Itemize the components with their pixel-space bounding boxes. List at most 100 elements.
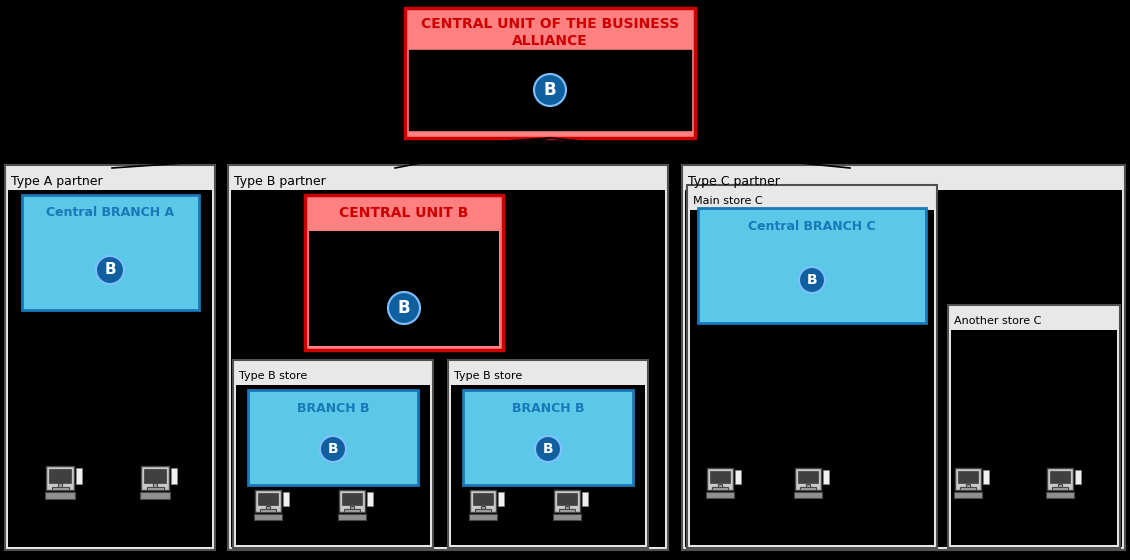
Text: Type C partner: Type C partner — [688, 175, 780, 188]
Bar — [140, 492, 171, 499]
Bar — [405, 8, 695, 138]
Bar — [1048, 468, 1072, 490]
Bar — [154, 483, 157, 490]
Bar — [582, 492, 589, 506]
Bar — [308, 231, 499, 346]
Bar — [21, 195, 199, 310]
Bar — [228, 165, 668, 550]
Bar — [734, 470, 741, 484]
Circle shape — [96, 256, 124, 284]
Bar — [147, 487, 164, 490]
Bar — [282, 492, 289, 506]
Bar — [473, 493, 493, 505]
Text: B: B — [104, 263, 115, 278]
Bar — [59, 483, 62, 490]
Bar — [141, 466, 168, 490]
Bar — [719, 484, 722, 490]
Bar — [798, 470, 818, 483]
Bar — [253, 514, 282, 520]
Bar — [951, 330, 1116, 545]
Bar — [683, 165, 1125, 550]
Bar — [305, 195, 503, 350]
Bar — [685, 190, 1122, 547]
Bar — [481, 506, 485, 512]
Bar — [793, 492, 823, 498]
Text: B: B — [542, 442, 554, 456]
Circle shape — [320, 436, 346, 462]
Bar — [233, 360, 433, 548]
Text: B: B — [807, 273, 817, 287]
Bar — [338, 514, 366, 520]
Bar — [1045, 492, 1075, 498]
Bar — [1052, 487, 1068, 490]
Text: Central BRANCH C: Central BRANCH C — [748, 220, 876, 232]
Bar — [46, 466, 73, 490]
Bar — [1050, 470, 1070, 483]
Circle shape — [534, 436, 560, 462]
Bar — [800, 487, 816, 490]
Text: ALLIANCE: ALLIANCE — [512, 34, 588, 48]
Bar — [339, 489, 365, 512]
Bar — [707, 468, 732, 490]
Text: Central BRANCH A: Central BRANCH A — [46, 207, 174, 220]
Bar — [690, 210, 935, 545]
Bar — [958, 470, 977, 483]
Text: Main store C: Main store C — [693, 196, 763, 206]
Bar — [45, 492, 76, 499]
Bar — [76, 468, 82, 483]
Text: BRANCH B: BRANCH B — [297, 402, 370, 414]
Bar — [553, 514, 582, 520]
Text: Another store C: Another store C — [954, 316, 1042, 326]
Bar — [960, 487, 976, 490]
Bar — [50, 469, 70, 483]
Bar — [344, 509, 360, 512]
Circle shape — [388, 292, 420, 324]
Bar — [5, 165, 215, 550]
Text: Type B store: Type B store — [240, 371, 307, 381]
Bar — [260, 509, 276, 512]
Bar — [983, 470, 989, 484]
Bar — [565, 506, 568, 512]
Circle shape — [534, 74, 566, 106]
Bar — [498, 492, 504, 506]
Bar — [955, 468, 981, 490]
Bar — [247, 390, 418, 485]
Circle shape — [799, 267, 825, 293]
Text: Type B store: Type B store — [454, 371, 522, 381]
Bar — [236, 385, 431, 545]
Text: Type A partner: Type A partner — [11, 175, 103, 188]
Text: B: B — [398, 299, 410, 317]
Bar — [52, 487, 69, 490]
Bar — [557, 493, 576, 505]
Bar — [447, 360, 647, 548]
Bar — [470, 489, 496, 512]
Bar — [350, 506, 354, 512]
Bar — [463, 390, 633, 485]
Bar — [954, 492, 982, 498]
Bar — [367, 492, 373, 506]
Bar — [823, 470, 829, 484]
Bar — [554, 489, 580, 512]
Bar — [451, 385, 645, 545]
Bar — [796, 468, 820, 490]
Bar — [712, 487, 728, 490]
Bar — [145, 469, 166, 483]
Bar — [710, 470, 730, 483]
Bar — [255, 489, 280, 512]
Bar — [231, 190, 664, 547]
Bar — [469, 514, 497, 520]
Bar — [409, 50, 692, 130]
Bar — [267, 506, 270, 512]
Bar — [8, 190, 212, 547]
Bar — [475, 509, 492, 512]
Bar — [1075, 470, 1081, 484]
Bar — [171, 468, 177, 483]
Text: CENTRAL UNIT OF THE BUSINESS: CENTRAL UNIT OF THE BUSINESS — [421, 17, 679, 31]
Bar — [698, 208, 925, 323]
Bar — [258, 493, 278, 505]
Bar — [342, 493, 362, 505]
Bar — [807, 484, 809, 490]
Bar — [559, 509, 575, 512]
Text: Type B partner: Type B partner — [234, 175, 325, 188]
Bar — [705, 492, 734, 498]
